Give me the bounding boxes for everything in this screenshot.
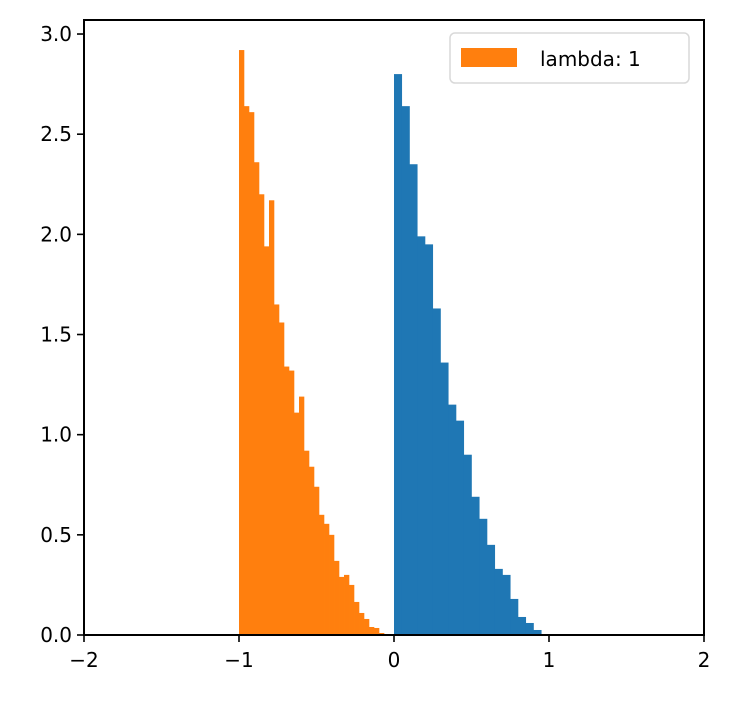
- histogram-bar: [324, 523, 330, 635]
- legend-label: lambda: 1: [540, 47, 641, 71]
- histogram-bar: [425, 244, 434, 636]
- histogram-bar: [364, 618, 370, 635]
- histogram-bars: [239, 50, 550, 636]
- y-tick-label: 0.0: [40, 623, 72, 647]
- legend-box: [449, 32, 690, 84]
- histogram-bar: [502, 574, 511, 635]
- legend: lambda: 1: [449, 32, 690, 84]
- histogram-bar: [249, 112, 255, 635]
- y-tick-label: 0.5: [40, 523, 72, 547]
- histogram-bar: [456, 420, 465, 635]
- histogram-bar: [244, 106, 250, 635]
- legend-swatch-orange: [461, 48, 517, 67]
- histogram-bar: [349, 584, 355, 635]
- histogram-bar: [259, 194, 265, 635]
- histogram-bar: [284, 366, 290, 635]
- y-axis-ticks: 0.0 0.5 1.0 1.5 2.0 2.5 3.0: [40, 22, 84, 647]
- histogram-bar: [374, 627, 380, 635]
- histogram-bar: [274, 304, 280, 635]
- x-axis-ticks: −2 −1 0 1 2: [69, 635, 710, 672]
- histogram-bar: [339, 576, 345, 635]
- y-tick-label: 1.0: [40, 423, 72, 447]
- x-tick-label: −2: [69, 648, 98, 672]
- histogram-bar: [309, 466, 315, 635]
- x-tick-label: 2: [698, 648, 711, 672]
- histogram-bar: [269, 200, 275, 636]
- y-tick-label: 2.0: [40, 222, 72, 246]
- histogram-bar: [314, 486, 320, 635]
- x-tick-label: 0: [388, 648, 401, 672]
- histogram-bar: [463, 454, 472, 635]
- histogram-bar: [394, 74, 403, 636]
- histogram-bar: [294, 412, 300, 635]
- histogram-bar: [525, 622, 534, 635]
- histogram-bar: [494, 568, 503, 635]
- histogram-bar: [319, 514, 325, 635]
- x-tick-label: 1: [543, 648, 556, 672]
- histogram-bar: [264, 246, 270, 635]
- histogram-bar: [409, 164, 418, 636]
- histogram-bar: [518, 616, 527, 635]
- histogram-bar: [448, 404, 457, 635]
- histogram-bar: [239, 50, 245, 636]
- histogram-bar: [440, 362, 449, 635]
- histogram-bar: [289, 370, 295, 635]
- histogram-bar: [354, 601, 360, 635]
- histogram-bar: [479, 518, 488, 635]
- histogram-bar: [279, 322, 285, 635]
- histogram-bar: [344, 574, 350, 635]
- histogram-bar: [487, 544, 496, 635]
- y-tick-label: 1.5: [40, 323, 72, 347]
- histogram-bar: [254, 162, 260, 636]
- histogram-bar: [432, 308, 441, 635]
- histogram-bar: [471, 496, 480, 635]
- histogram-bar: [299, 396, 305, 635]
- histogram-bar: [510, 598, 519, 635]
- y-tick-label: 2.5: [40, 122, 72, 146]
- histogram-bar: [417, 236, 426, 635]
- histogram-bar: [369, 626, 375, 635]
- histogram-bar: [359, 612, 365, 635]
- y-tick-label: 3.0: [40, 22, 72, 46]
- x-tick-label: −1: [224, 648, 253, 672]
- histogram-bar: [304, 450, 310, 635]
- histogram-bar: [533, 629, 542, 635]
- histogram-bar: [334, 560, 340, 635]
- histogram-bar: [329, 534, 335, 635]
- histogram-bar: [401, 106, 410, 635]
